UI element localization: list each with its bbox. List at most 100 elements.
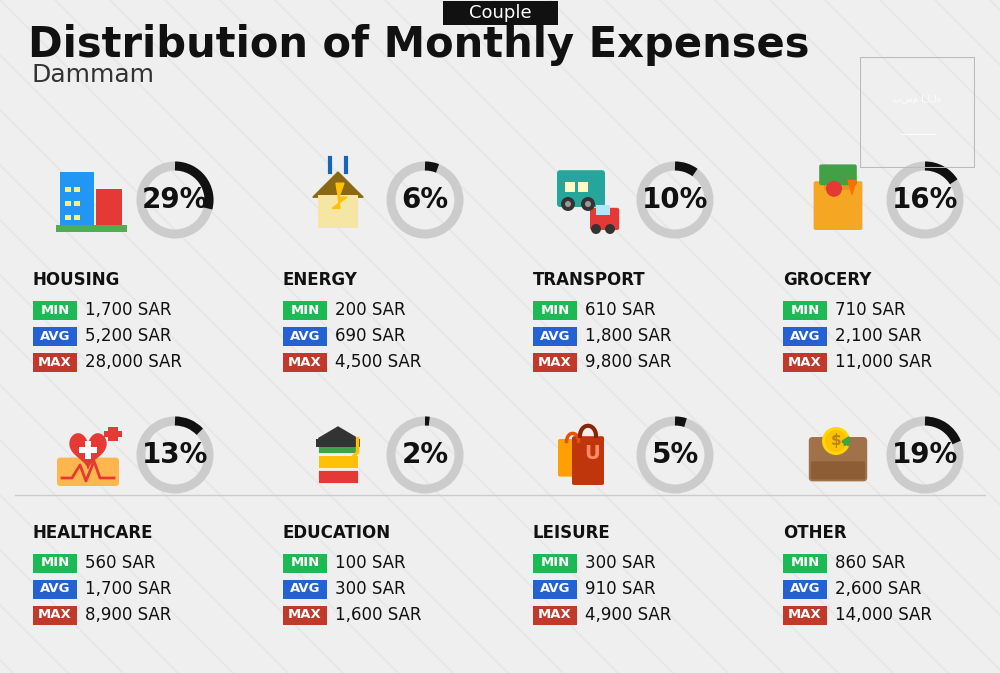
- Circle shape: [605, 224, 615, 234]
- FancyBboxPatch shape: [442, 1, 558, 25]
- FancyBboxPatch shape: [318, 455, 358, 468]
- FancyBboxPatch shape: [56, 225, 127, 232]
- Circle shape: [565, 201, 571, 207]
- Text: MAX: MAX: [288, 355, 322, 369]
- Text: ──────: ──────: [900, 130, 935, 140]
- Text: MIN: MIN: [790, 557, 820, 569]
- FancyBboxPatch shape: [283, 606, 327, 625]
- FancyBboxPatch shape: [108, 427, 118, 441]
- FancyBboxPatch shape: [33, 553, 77, 573]
- FancyBboxPatch shape: [318, 440, 358, 453]
- Text: 610 SAR: 610 SAR: [585, 301, 656, 319]
- Text: GROCERY: GROCERY: [783, 271, 871, 289]
- Text: 4,500 SAR: 4,500 SAR: [335, 353, 421, 371]
- Circle shape: [585, 201, 591, 207]
- FancyBboxPatch shape: [814, 181, 862, 230]
- FancyBboxPatch shape: [558, 439, 586, 476]
- Text: AVG: AVG: [290, 583, 320, 596]
- Text: U: U: [584, 444, 600, 463]
- Circle shape: [826, 181, 842, 197]
- Text: 11,000 SAR: 11,000 SAR: [835, 353, 932, 371]
- FancyBboxPatch shape: [783, 553, 827, 573]
- Polygon shape: [332, 183, 347, 209]
- Text: 6%: 6%: [401, 186, 449, 214]
- Text: AVG: AVG: [790, 583, 820, 596]
- Text: MIN: MIN: [290, 304, 320, 316]
- FancyBboxPatch shape: [318, 195, 358, 228]
- FancyBboxPatch shape: [533, 553, 577, 573]
- Text: 860 SAR: 860 SAR: [835, 554, 906, 572]
- Circle shape: [581, 197, 595, 211]
- Text: 690 SAR: 690 SAR: [335, 327, 406, 345]
- Text: AVG: AVG: [790, 330, 820, 343]
- Text: 10%: 10%: [642, 186, 708, 214]
- Polygon shape: [848, 180, 856, 194]
- Text: 1,600 SAR: 1,600 SAR: [335, 606, 422, 624]
- FancyBboxPatch shape: [533, 301, 577, 320]
- FancyBboxPatch shape: [283, 579, 327, 598]
- Text: TRANSPORT: TRANSPORT: [533, 271, 646, 289]
- Polygon shape: [70, 434, 106, 468]
- Text: 1,700 SAR: 1,700 SAR: [85, 301, 172, 319]
- Circle shape: [822, 427, 850, 455]
- FancyBboxPatch shape: [596, 205, 610, 215]
- Text: 2%: 2%: [401, 441, 449, 469]
- FancyBboxPatch shape: [318, 470, 358, 483]
- FancyBboxPatch shape: [824, 175, 852, 190]
- Text: 2,600 SAR: 2,600 SAR: [835, 580, 922, 598]
- FancyBboxPatch shape: [819, 164, 857, 185]
- FancyBboxPatch shape: [60, 172, 94, 228]
- FancyBboxPatch shape: [57, 458, 119, 486]
- Text: MAX: MAX: [38, 355, 72, 369]
- FancyBboxPatch shape: [74, 201, 80, 206]
- FancyBboxPatch shape: [809, 437, 867, 481]
- Text: 2,100 SAR: 2,100 SAR: [835, 327, 922, 345]
- FancyBboxPatch shape: [565, 182, 575, 192]
- Text: MIN: MIN: [290, 557, 320, 569]
- Text: $: $: [831, 433, 841, 448]
- FancyBboxPatch shape: [533, 579, 577, 598]
- Text: AVG: AVG: [40, 583, 70, 596]
- Text: HEALTHCARE: HEALTHCARE: [33, 524, 154, 542]
- FancyBboxPatch shape: [33, 301, 77, 320]
- FancyBboxPatch shape: [533, 606, 577, 625]
- Text: MIN: MIN: [40, 304, 70, 316]
- Text: MAX: MAX: [788, 608, 822, 621]
- Text: 8,900 SAR: 8,900 SAR: [85, 606, 171, 624]
- FancyBboxPatch shape: [283, 301, 327, 320]
- FancyBboxPatch shape: [283, 553, 327, 573]
- Text: ENERGY: ENERGY: [283, 271, 358, 289]
- Polygon shape: [313, 172, 363, 197]
- Circle shape: [334, 435, 342, 443]
- Text: LEISURE: LEISURE: [533, 524, 611, 542]
- FancyBboxPatch shape: [65, 215, 71, 220]
- Text: OTHER: OTHER: [783, 524, 847, 542]
- Text: 16%: 16%: [892, 186, 958, 214]
- Circle shape: [825, 430, 847, 452]
- FancyBboxPatch shape: [33, 606, 77, 625]
- FancyBboxPatch shape: [811, 462, 865, 479]
- FancyBboxPatch shape: [65, 187, 71, 192]
- Text: MIN: MIN: [540, 304, 570, 316]
- FancyBboxPatch shape: [783, 579, 827, 598]
- Text: AVG: AVG: [540, 330, 570, 343]
- FancyBboxPatch shape: [557, 170, 605, 207]
- FancyBboxPatch shape: [783, 353, 827, 371]
- FancyBboxPatch shape: [96, 189, 122, 228]
- Text: EDUCATION: EDUCATION: [283, 524, 391, 542]
- Text: 14,000 SAR: 14,000 SAR: [835, 606, 932, 624]
- Text: AVG: AVG: [290, 330, 320, 343]
- FancyBboxPatch shape: [572, 436, 604, 485]
- Text: MAX: MAX: [538, 355, 572, 369]
- FancyBboxPatch shape: [578, 182, 588, 192]
- FancyBboxPatch shape: [283, 353, 327, 371]
- Text: MAX: MAX: [38, 608, 72, 621]
- Text: MIN: MIN: [790, 304, 820, 316]
- Text: 5,200 SAR: 5,200 SAR: [85, 327, 172, 345]
- Text: 300 SAR: 300 SAR: [585, 554, 656, 572]
- FancyBboxPatch shape: [283, 326, 327, 345]
- Text: 910 SAR: 910 SAR: [585, 580, 656, 598]
- Text: HOUSING: HOUSING: [33, 271, 120, 289]
- Circle shape: [561, 197, 575, 211]
- FancyBboxPatch shape: [33, 353, 77, 371]
